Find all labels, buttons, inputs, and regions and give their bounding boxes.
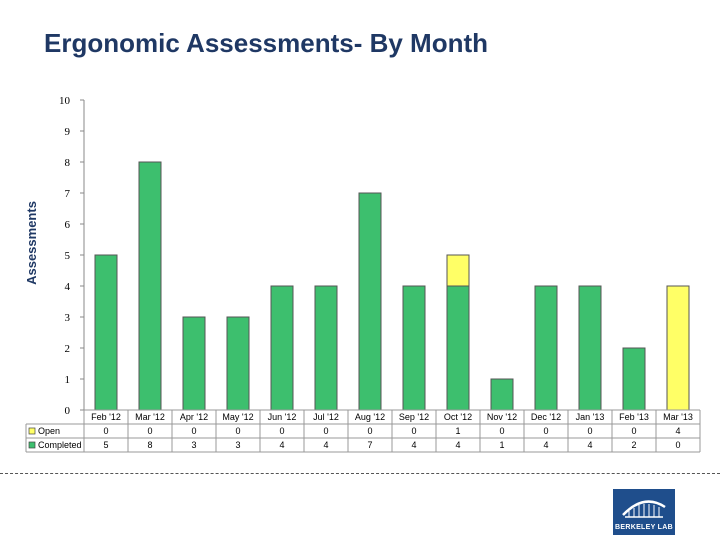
bar-completed — [578, 285, 602, 411]
footer-divider — [0, 473, 720, 474]
table-value: 0 — [147, 426, 152, 436]
y-tick-label: 6 — [65, 219, 71, 231]
x-category-label: Mar '12 — [135, 412, 165, 422]
y-tick-label: 3 — [65, 312, 71, 324]
completed-bars — [94, 161, 646, 411]
x-category-label: May '12 — [222, 412, 253, 422]
legend-label: Open — [38, 426, 60, 436]
y-axis-label: Assessments — [24, 201, 39, 285]
y-tick-label: 4 — [65, 281, 71, 293]
table-value: 1 — [455, 426, 460, 436]
table-value: 4 — [543, 440, 548, 450]
table-value: 4 — [323, 440, 328, 450]
x-category-label: Dec '12 — [531, 412, 561, 422]
y-tick-label: 2 — [65, 343, 71, 355]
y-tick-label: 5 — [65, 250, 71, 262]
bar-completed — [270, 285, 294, 411]
bar-completed — [314, 285, 338, 411]
bar-completed — [622, 347, 646, 411]
x-category-label: Apr '12 — [180, 412, 208, 422]
logo-text: BERKELEY LAB — [615, 524, 673, 531]
table-value: 0 — [103, 426, 108, 436]
bar-completed — [94, 254, 118, 411]
table-value: 4 — [411, 440, 416, 450]
table-value: 0 — [279, 426, 284, 436]
bar-completed — [138, 161, 162, 411]
table-value: 0 — [235, 426, 240, 436]
x-category-label: Feb '12 — [91, 412, 121, 422]
x-category-label: Aug '12 — [355, 412, 385, 422]
table-value: 0 — [191, 426, 196, 436]
y-tick-label: 0 — [65, 405, 71, 417]
bar-open — [666, 285, 690, 411]
bar-completed — [402, 285, 426, 411]
table-value: 4 — [675, 426, 680, 436]
y-tick-label: 1 — [65, 374, 71, 386]
table-value: 2 — [631, 440, 636, 450]
bar-completed — [358, 192, 382, 411]
bar-completed — [446, 285, 470, 411]
x-category-label: Oct '12 — [444, 412, 472, 422]
table-value: 8 — [147, 440, 152, 450]
table-value: 0 — [367, 426, 372, 436]
y-tick-label: 8 — [65, 157, 71, 169]
table-value: 0 — [587, 426, 592, 436]
x-category-label: Sep '12 — [399, 412, 429, 422]
bar-completed — [490, 378, 514, 411]
x-category-label: Jul '12 — [313, 412, 339, 422]
x-category-label: Mar '13 — [663, 412, 693, 422]
table-value: 0 — [323, 426, 328, 436]
y-tick-label: 9 — [65, 126, 71, 138]
table-value: 1 — [499, 440, 504, 450]
table-value: 3 — [191, 440, 196, 450]
table-value: 7 — [367, 440, 372, 450]
data-table: Feb '12 Mar '12 Apr '12 May '12 Jun '12 Jul '… — [25, 409, 701, 453]
y-tick-labels: 0 1 2 3 4 5 6 7 8 9 10 — [59, 95, 84, 417]
bar-open — [446, 254, 470, 287]
legend-key — [28, 441, 36, 449]
table-value: 0 — [499, 426, 504, 436]
table-value: 0 — [675, 440, 680, 450]
open-bars — [446, 254, 690, 411]
table-value: 0 — [543, 426, 548, 436]
table-value: 0 — [631, 426, 636, 436]
x-category-label: Nov '12 — [487, 412, 517, 422]
bar-completed — [534, 285, 558, 411]
y-tick-label: 7 — [65, 188, 71, 200]
table-value: 0 — [411, 426, 416, 436]
table-value: 4 — [279, 440, 284, 450]
table-value: 3 — [235, 440, 240, 450]
page-title: Ergonomic Assessments- By Month — [44, 28, 489, 58]
bar-completed — [182, 316, 206, 411]
berkeley-lab-logo: BERKELEY LAB — [613, 489, 675, 535]
x-category-label: Feb '13 — [619, 412, 649, 422]
legend-label: Completed — [38, 440, 82, 450]
axes — [83, 100, 700, 411]
x-category-label: Jan '13 — [576, 412, 605, 422]
x-category-label: Jun '12 — [268, 412, 297, 422]
y-tick-label: 10 — [59, 95, 71, 107]
legend-key — [28, 427, 36, 435]
table-value: 5 — [103, 440, 108, 450]
bar-completed — [226, 316, 250, 411]
lab-building-icon — [622, 500, 666, 518]
table-value: 4 — [587, 440, 592, 450]
table-value: 4 — [455, 440, 460, 450]
